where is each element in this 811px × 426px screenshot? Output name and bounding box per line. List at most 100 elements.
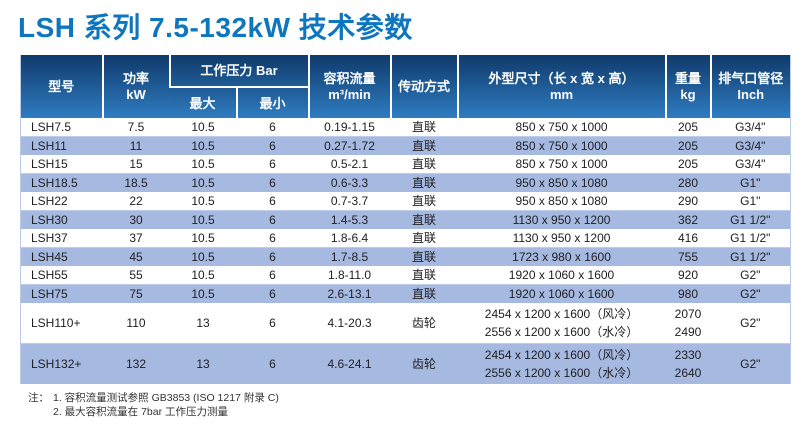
flow-cell: 0.7-3.7 [330,193,369,208]
dimensions-cell: 850 x 750 x 1000 [515,138,608,153]
pressure-max-cell: 13 [196,356,210,371]
flow-cell: 1.7-8.5 [330,249,369,264]
table-row: LSH30 30 10.5 6 1.4-5.3 直联 1130 x 950 x 1200 36… [20,210,791,229]
table-row: LSH75 75 10.5 6 2.6-13.1 直联 1920 x 1060 x 1600… [20,284,791,303]
header-model: 型号 [20,55,103,118]
table-row: LSH45 45 10.5 6 1.7-8.5 直联 1723 x 980 x 1600 75… [20,247,791,266]
dimensions-cell: 1130 x 950 x 1200 [512,212,611,227]
page-title: LSH 系列 7.5-132kW 技术参数 [18,12,413,43]
drive-cell: 直联 [412,286,437,301]
header-power-label: 功率 [122,70,149,86]
power-cell: 18.5 [124,175,148,190]
flow-cell: 1.8-6.4 [330,230,369,245]
weight-cell: 2330 2640 [674,348,702,380]
header-flow-unit: m³/min [328,86,371,102]
table-row: LSH15 15 10.5 6 0.5-2.1 直联 850 x 750 x 1000 205… [20,155,791,174]
table-body: LSH7.5 7.5 10.5 6 0.19-1.15 直联 850 x 750 x 100… [20,118,791,384]
header-flow-label: 容积流量 [323,70,376,86]
pressure-max-cell: 10.5 [191,212,215,227]
header-dimensions-label: 外型尺寸（长 x 宽 x 高） [488,70,635,86]
pipe-cell: G2" [740,286,761,301]
dimensions-cell: 850 x 750 x 1000 [515,119,608,134]
dimensions-cell: 1920 x 1060 x 1600 [508,286,615,301]
pressure-min-cell: 6 [269,212,276,227]
table-row: LSH55 55 10.5 6 1.8-11.0 直联 1920 x 1060 x 1600… [20,266,791,285]
header-drive: 传动方式 [389,55,458,118]
dimensions-cell: 1130 x 950 x 1200 [512,230,611,245]
header-weight: 重量 kg [664,55,711,118]
drive-cell: 直联 [412,230,437,245]
power-cell: 55 [129,267,143,282]
pressure-max-cell: 10.5 [191,138,215,153]
table-row: LSH7.5 7.5 10.5 6 0.19-1.15 直联 850 x 750 x 100… [20,118,791,137]
drive-cell: 直联 [412,138,437,153]
dimensions-cell: 2454 x 1200 x 1600（风冷） 2556 x 1200 x 1600… [484,348,639,380]
power-cell: 22 [129,193,143,208]
model-cell: LSH11 [31,138,67,153]
header-pressure-max: 最大 [169,87,237,118]
drive-cell: 直联 [412,119,437,134]
drive-cell: 直联 [412,212,437,227]
table-row: LSH110+ 110 13 6 4.1-20.3 齿轮 2454 x 1200 x 160… [20,303,791,344]
pipe-cell: G1" [740,175,761,190]
flow-cell: 2.6-13.1 [327,286,372,301]
model-cell: LSH55 [31,267,68,282]
power-cell: 45 [129,249,143,264]
weight-cell: 980 [678,286,699,301]
pipe-cell: G1 1/2" [730,249,771,264]
header-power-unit: kW [126,86,146,102]
weight-cell: 205 [678,156,699,171]
flow-cell: 4.1-20.3 [327,315,372,330]
power-cell: 37 [129,230,143,245]
weight-cell: 362 [678,212,699,227]
model-cell: LSH15 [31,156,68,171]
power-cell: 7.5 [127,119,145,134]
pipe-cell: G2" [740,356,761,371]
table-row: LSH37 37 10.5 6 1.8-6.4 直联 1130 x 950 x 1200 41… [20,229,791,248]
pressure-min-cell: 6 [269,267,276,282]
spec-table: 型号 功率 kW 工作压力 Bar 容积流量 m³/min 传动方式 外型尺寸（… [20,55,792,384]
model-cell: LSH110+ [31,315,81,330]
flow-cell: 0.5-2.1 [330,156,369,171]
drive-cell: 直联 [412,193,437,208]
drive-cell: 直联 [412,156,437,171]
pipe-cell: G1 1/2" [730,230,771,245]
flow-cell: 1.8-11.0 [327,267,372,282]
dimensions-cell: 950 x 850 x 1080 [515,175,608,190]
pipe-cell: G2" [740,315,761,330]
drive-cell: 直联 [412,249,437,264]
table-row: LSH18.5 18.5 10.5 6 0.6-3.3 直联 950 x 850 x 108… [20,173,791,192]
power-cell: 75 [129,286,143,301]
dimensions-cell: 1723 x 980 x 1600 [512,249,611,264]
flow-cell: 0.6-3.3 [330,175,369,190]
table-row: LSH22 22 10.5 6 0.7-3.7 直联 950 x 850 x 1080 290… [20,192,791,211]
pressure-min-cell: 6 [269,315,276,330]
pressure-min-cell: 6 [269,193,276,208]
flow-cell: 1.4-5.3 [330,212,369,227]
model-cell: LSH18.5 [31,175,78,190]
header-pressure-group: 工作压力 Bar [168,55,309,88]
pressure-min-cell: 6 [269,175,276,190]
power-cell: 110 [126,315,146,330]
model-cell: LSH30 [31,212,68,227]
drive-cell: 齿轮 [412,356,437,371]
pressure-min-cell: 6 [269,249,276,264]
pressure-max-cell: 10.5 [191,119,215,134]
power-cell: 15 [129,156,143,171]
pipe-cell: G2" [740,267,761,282]
pipe-cell: G1 1/2" [730,212,771,227]
pressure-min-cell: 6 [269,119,276,134]
weight-cell: 280 [678,175,699,190]
pressure-max-cell: 10.5 [191,156,215,171]
dimensions-cell: 2454 x 1200 x 1600（风冷） 2556 x 1200 x 1600… [484,307,639,339]
pipe-cell: G3/4" [735,138,766,153]
drive-cell: 齿轮 [412,315,437,330]
model-cell: LSH7.5 [31,119,72,134]
pressure-max-cell: 10.5 [191,230,215,245]
pipe-cell: G1" [740,193,761,208]
dimensions-cell: 850 x 750 x 1000 [515,156,608,171]
table-row: LSH11 11 10.5 6 0.27-1.72 直联 850 x 750 x 1000 2… [20,136,791,155]
pressure-min-cell: 6 [269,286,276,301]
footnotes: 注： 1. 容积流量测试参照 GB3853 (ISO 1217 附录 C) 2.… [28,391,811,419]
weight-cell: 205 [678,138,699,153]
